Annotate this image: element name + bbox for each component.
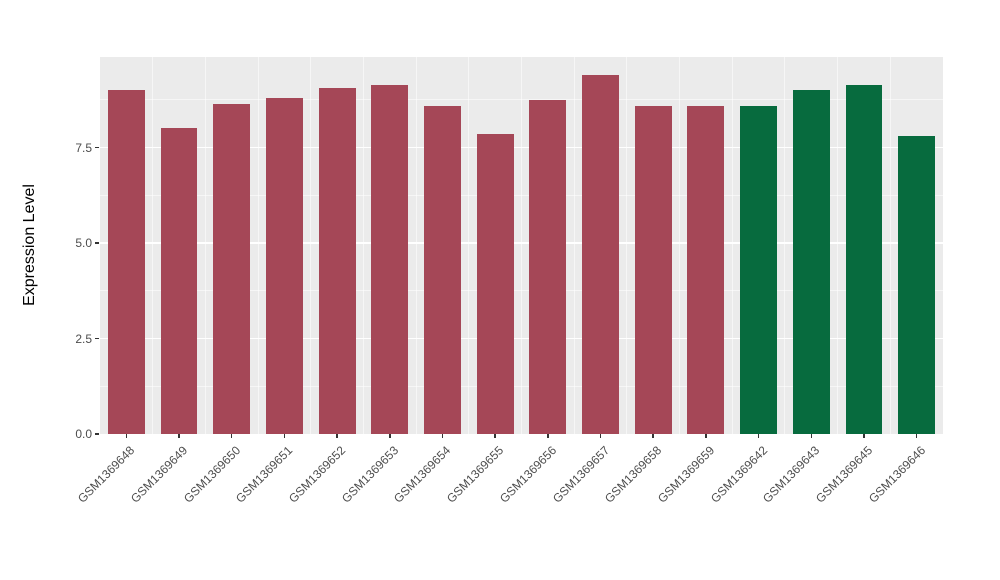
bar [107,90,145,434]
x-axis-tick [863,434,865,438]
y-axis-title: Expression Level [21,184,38,306]
y-axis-tick [95,337,99,340]
x-axis-tick [915,434,918,438]
x-axis-tick [125,434,128,438]
gridline-vertical [679,57,681,434]
gridline-vertical [152,57,154,434]
bar [213,103,251,434]
x-axis-tick [283,434,286,438]
y-tick-label: 0.0 [75,427,92,441]
x-axis-tick [705,434,707,438]
bar [687,105,725,434]
gridline-vertical [889,57,891,434]
gridline-vertical [257,57,259,434]
x-axis-tick [599,434,602,438]
gridline-vertical [362,57,364,434]
x-axis-tick [810,434,813,438]
bar [634,105,672,434]
x-axis-tick [757,434,760,438]
x-axis-tick [652,434,654,438]
gridline-vertical [521,57,522,434]
bar [318,88,356,434]
gridline-vertical [573,57,575,434]
x-axis-tick [494,434,496,438]
gridline-vertical [468,57,470,434]
gridline-vertical [837,57,839,434]
y-tick-label: 5.0 [75,236,92,251]
gridline-vertical [204,57,206,434]
x-axis-tick [547,434,549,438]
gridline-vertical [731,57,733,434]
bar [371,84,409,434]
gridline-vertical [784,57,786,434]
x-axis-tick [441,434,444,438]
plot-panel [100,57,943,434]
gridline-vertical [415,57,417,434]
y-axis-tick [95,146,99,149]
x-axis-tick [178,434,180,438]
y-axis-tick [95,433,99,435]
bar [424,105,461,434]
bar [845,84,883,434]
bar [476,134,514,434]
bar [265,97,303,434]
x-axis-tick [336,434,338,438]
bar [529,99,567,434]
y-tick-label: 7.5 [75,140,92,155]
gridline-vertical [310,57,312,434]
x-axis-tick [230,434,233,438]
x-axis-tick [389,434,391,438]
bar [740,105,778,434]
y-axis-tick [95,242,99,244]
bar [898,136,936,434]
bar [792,90,830,434]
bar [582,74,619,434]
bar [160,128,198,434]
gridline-vertical [626,57,628,434]
y-tick-label: 2.5 [75,331,92,346]
